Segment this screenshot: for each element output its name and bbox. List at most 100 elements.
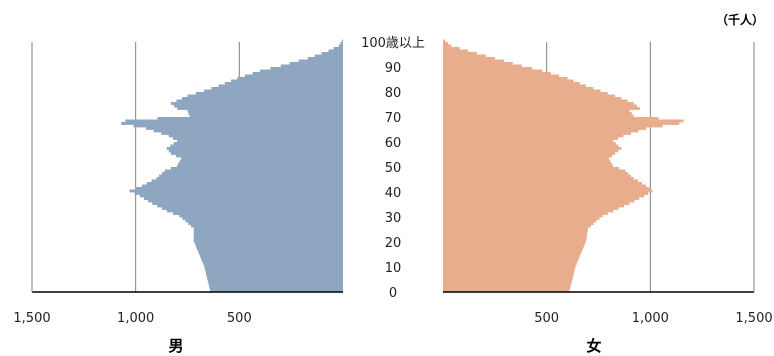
male-bar-age-88 — [260, 69, 343, 73]
male-bar-age-73 — [177, 107, 343, 110]
female-bar-age-47 — [443, 172, 629, 175]
male-bar-age-53 — [181, 157, 343, 160]
male-side-label: 男 — [168, 337, 183, 355]
female-bar-age-29 — [443, 217, 600, 220]
female-bar-age-53 — [443, 157, 609, 160]
male-bar-age-45 — [156, 177, 343, 180]
male-bar-age-32 — [166, 209, 343, 213]
male-bar-age-6 — [206, 274, 343, 278]
female-bar-age-50 — [443, 164, 614, 168]
male-bar-age-12 — [202, 259, 343, 263]
male-bar-age-0 — [210, 289, 343, 293]
male-bar-age-72 — [187, 109, 343, 113]
male-bar-age-71 — [188, 112, 343, 115]
female-bar-age-77 — [443, 97, 622, 100]
male-bar-age-39 — [134, 192, 343, 195]
male-bar-age-65 — [146, 127, 343, 130]
female-bar-age-97 — [443, 47, 460, 50]
female-bar-age-8 — [443, 269, 575, 273]
female-bar-age-57 — [443, 147, 622, 150]
female-bar-age-58 — [443, 144, 619, 148]
male-bar-age-70 — [189, 114, 343, 118]
female-bar-age-13 — [443, 257, 579, 260]
female-bar-age-81 — [443, 87, 594, 90]
axes — [31, 42, 755, 293]
female-bar-age-85 — [443, 77, 568, 80]
female-bar-age-5 — [443, 277, 573, 280]
male-bars — [121, 39, 343, 293]
male-bar-age-74 — [174, 104, 343, 108]
male-bar-age-48 — [164, 169, 343, 173]
male-bar-age-91 — [289, 62, 343, 65]
age-tick-label: 40 — [385, 186, 402, 201]
male-bar-age-75 — [170, 102, 343, 105]
female-bar-age-76 — [443, 99, 628, 103]
male-bar-age-92 — [298, 59, 343, 63]
female-bar-age-30 — [443, 214, 603, 218]
male-bar-age-99 — [340, 42, 343, 45]
female-bar-age-100 — [443, 39, 446, 43]
female-bar-age-4 — [443, 279, 572, 283]
male-bar-age-59 — [173, 142, 343, 145]
age-tick-label: 30 — [385, 211, 402, 226]
male-x-tick-label: 1,500 — [13, 311, 50, 326]
female-bar-age-56 — [443, 149, 619, 153]
male-x-tick-label: 500 — [227, 311, 252, 326]
male-x-tick-label: 1,000 — [117, 311, 154, 326]
female-bar-age-0 — [443, 289, 570, 293]
female-bar-age-37 — [443, 197, 640, 200]
female-bar-age-39 — [443, 192, 649, 195]
age-tick-label: 20 — [385, 236, 402, 251]
male-bar-age-61 — [172, 137, 343, 140]
female-bar-age-11 — [443, 262, 577, 265]
female-bar-age-86 — [443, 74, 560, 78]
female-bar-age-19 — [443, 242, 586, 245]
female-bar-age-7 — [443, 272, 574, 275]
male-bar-age-60 — [177, 139, 343, 143]
female-bar-age-68 — [443, 119, 684, 123]
female-bar-age-87 — [443, 72, 551, 75]
male-bar-age-13 — [200, 257, 343, 260]
age-tick-label: 80 — [385, 86, 402, 101]
female-bar-age-70 — [443, 114, 634, 118]
male-bar-age-90 — [280, 64, 343, 68]
female-bar-age-35 — [443, 202, 630, 205]
male-bar-age-37 — [143, 197, 343, 200]
male-bar-age-80 — [204, 89, 343, 93]
labels: （千人） 男 女 0 10 20 30 40 50 60 70 80 90 100歳以上 1,500 1… — [13, 12, 772, 355]
female-bar-age-27 — [443, 222, 594, 225]
male-bar-age-52 — [179, 159, 343, 163]
female-bar-age-17 — [443, 247, 583, 250]
female-bar-age-21 — [443, 237, 587, 240]
male-bar-age-64 — [153, 129, 343, 133]
female-bar-age-55 — [443, 152, 616, 155]
female-bar-age-1 — [443, 287, 571, 290]
male-bar-age-28 — [185, 219, 343, 223]
male-bar-age-1 — [209, 287, 343, 290]
male-bar-age-3 — [208, 282, 343, 285]
male-bar-age-44 — [151, 179, 343, 183]
female-x-tick-label: 1,000 — [632, 311, 669, 326]
male-bar-age-62 — [168, 134, 343, 138]
female-bar-age-92 — [443, 59, 504, 63]
female-bar-age-63 — [443, 132, 631, 135]
male-bar-age-23 — [193, 232, 343, 235]
male-bar-age-17 — [196, 247, 343, 250]
male-bar-age-7 — [205, 272, 343, 275]
male-bar-age-42 — [141, 184, 343, 188]
female-bar-age-61 — [443, 137, 619, 140]
male-bar-age-38 — [139, 194, 343, 198]
male-bar-age-97 — [333, 47, 343, 50]
age-tick-label: 50 — [385, 161, 402, 176]
female-bars — [443, 39, 684, 293]
female-bar-age-44 — [443, 179, 638, 183]
male-bar-age-89 — [270, 67, 343, 70]
male-bar-age-21 — [193, 237, 343, 240]
female-bar-age-23 — [443, 232, 588, 235]
male-bar-age-56 — [168, 149, 343, 153]
male-bar-age-25 — [193, 227, 343, 230]
male-bar-age-9 — [204, 267, 343, 270]
female-bar-age-73 — [443, 107, 640, 110]
female-bar-age-64 — [443, 129, 639, 133]
age-tick-label: 70 — [385, 111, 402, 126]
